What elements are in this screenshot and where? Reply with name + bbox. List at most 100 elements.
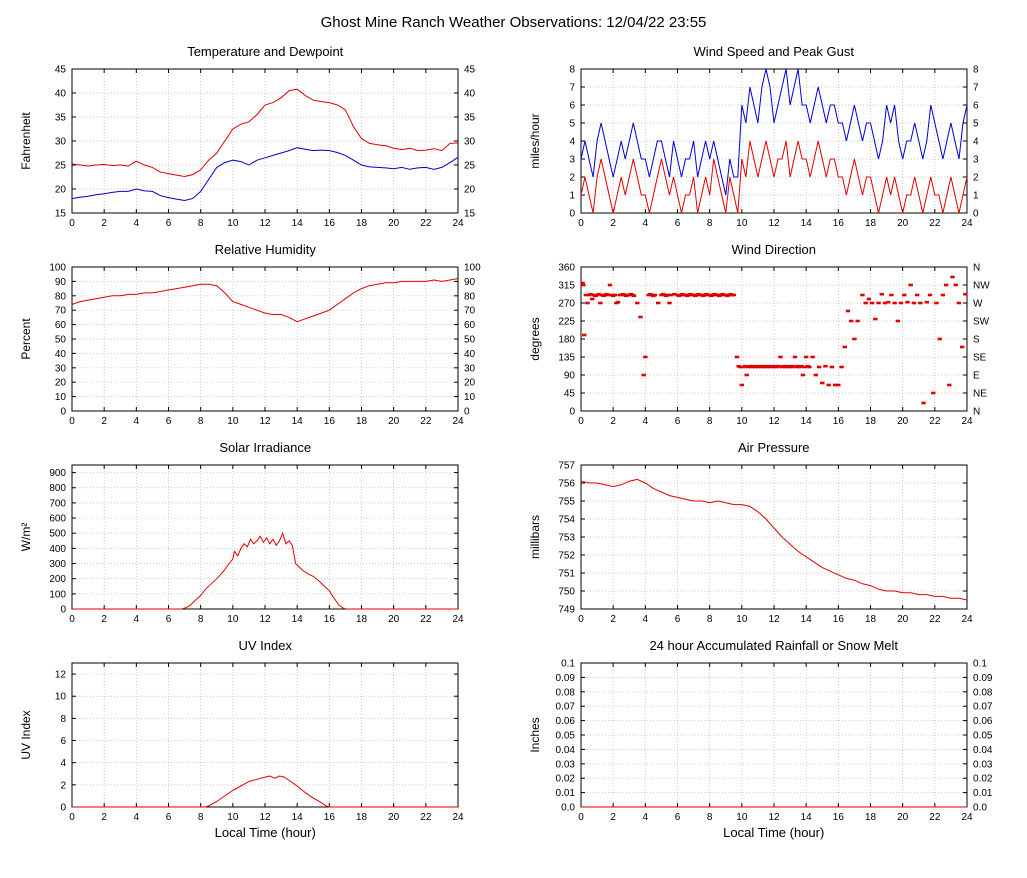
- svg-text:10: 10: [464, 392, 476, 403]
- svg-text:30: 30: [55, 137, 67, 148]
- svg-text:8: 8: [973, 65, 979, 76]
- svg-text:25: 25: [464, 161, 476, 172]
- svg-text:753: 753: [558, 533, 575, 544]
- svg-text:600: 600: [50, 514, 67, 525]
- svg-text:2: 2: [102, 812, 108, 823]
- svg-text:7: 7: [569, 83, 575, 94]
- svg-text:0.1: 0.1: [973, 659, 987, 670]
- svg-text:20: 20: [55, 185, 67, 196]
- svg-text:0: 0: [69, 614, 75, 625]
- svg-text:300: 300: [50, 559, 67, 570]
- chart-grid: Temperature and Dewpoint 0 2 4 6 8 10 12 14 16 18…: [12, 43, 1015, 840]
- svg-text:6: 6: [674, 812, 680, 823]
- svg-text:6: 6: [61, 736, 67, 747]
- svg-text:16: 16: [324, 416, 336, 427]
- svg-text:35: 35: [55, 113, 67, 124]
- chart-title-rainfall: 24 hour Accumulated Rainfall or Snow Mel…: [649, 638, 899, 653]
- svg-text:2: 2: [102, 218, 108, 229]
- svg-text:20: 20: [388, 218, 400, 229]
- svg-text:16: 16: [833, 218, 845, 229]
- svg-text:45: 45: [564, 389, 576, 400]
- svg-text:6: 6: [569, 101, 575, 112]
- svg-text:0: 0: [578, 218, 584, 229]
- svg-text:6: 6: [166, 416, 172, 427]
- chart-cell-solar: Solar Irradiance 0 2 4 6 8 10 12 14 16 18 20 22 24 0 1…: [12, 439, 507, 629]
- svg-text:10: 10: [736, 614, 748, 625]
- svg-text:6: 6: [166, 812, 172, 823]
- svg-text:10: 10: [736, 812, 748, 823]
- svg-text:10: 10: [55, 392, 67, 403]
- svg-text:14: 14: [292, 218, 304, 229]
- svg-text:500: 500: [50, 529, 67, 540]
- svg-text:12: 12: [768, 416, 780, 427]
- svg-text:0.03: 0.03: [973, 759, 993, 770]
- svg-text:4: 4: [134, 218, 140, 229]
- svg-text:8: 8: [198, 416, 204, 427]
- svg-text:14: 14: [800, 416, 812, 427]
- svg-text:2: 2: [61, 780, 67, 791]
- svg-text:1: 1: [569, 191, 575, 202]
- svg-text:2: 2: [610, 812, 616, 823]
- chart-title-pressure: Air Pressure: [737, 440, 810, 455]
- svg-text:200: 200: [50, 574, 67, 585]
- svg-text:70: 70: [464, 306, 476, 317]
- svg-text:3: 3: [569, 155, 575, 166]
- svg-text:2: 2: [610, 218, 616, 229]
- svg-text:0.0: 0.0: [973, 803, 987, 814]
- x-axis-label-right: Local Time (hour): [723, 825, 825, 840]
- svg-text:8: 8: [707, 614, 713, 625]
- svg-text:Percent: Percent: [19, 318, 33, 360]
- chart-title-solar: Solar Irradiance: [219, 440, 312, 455]
- svg-text:900: 900: [50, 468, 67, 479]
- svg-text:0: 0: [569, 209, 575, 220]
- svg-text:6: 6: [166, 614, 172, 625]
- svg-text:751: 751: [558, 569, 575, 580]
- svg-text:0.0: 0.0: [561, 803, 575, 814]
- svg-text:24: 24: [453, 614, 465, 625]
- svg-text:4: 4: [134, 614, 140, 625]
- svg-text:18: 18: [356, 218, 368, 229]
- svg-text:0: 0: [578, 416, 584, 427]
- svg-text:0.03: 0.03: [555, 759, 575, 770]
- svg-text:14: 14: [292, 614, 304, 625]
- svg-text:NE: NE: [973, 389, 987, 400]
- svg-text:4: 4: [973, 137, 979, 148]
- svg-text:0: 0: [69, 416, 75, 427]
- svg-text:45: 45: [464, 65, 476, 76]
- svg-text:40: 40: [55, 89, 67, 100]
- svg-text:30: 30: [55, 363, 67, 374]
- svg-text:10: 10: [736, 218, 748, 229]
- svg-text:0.07: 0.07: [973, 702, 993, 713]
- svg-text:20: 20: [897, 218, 909, 229]
- svg-text:2: 2: [610, 416, 616, 427]
- svg-text:15: 15: [464, 209, 476, 220]
- svg-text:22: 22: [421, 416, 433, 427]
- chart-cell-rainfall: 24 hour Accumulated Rainfall or Snow Mel…: [521, 637, 1016, 840]
- svg-text:degrees: degrees: [528, 317, 542, 360]
- chart-cell-humidity: Relative Humidity 0 2 4 6 8 10 12 14 16 18 20 22 24 0…: [12, 241, 507, 431]
- svg-text:3: 3: [973, 155, 979, 166]
- svg-text:6: 6: [674, 614, 680, 625]
- svg-text:2: 2: [610, 614, 616, 625]
- svg-text:80: 80: [464, 291, 476, 302]
- svg-text:8: 8: [198, 812, 204, 823]
- svg-text:18: 18: [865, 416, 877, 427]
- svg-text:0: 0: [61, 605, 67, 616]
- svg-text:25: 25: [55, 161, 67, 172]
- svg-text:360: 360: [558, 263, 575, 274]
- svg-text:0: 0: [464, 407, 470, 418]
- svg-text:2: 2: [102, 416, 108, 427]
- svg-text:7: 7: [973, 83, 979, 94]
- svg-text:30: 30: [464, 137, 476, 148]
- svg-text:90: 90: [55, 277, 67, 288]
- svg-text:24: 24: [453, 218, 465, 229]
- svg-text:8: 8: [707, 812, 713, 823]
- svg-text:20: 20: [464, 378, 476, 389]
- svg-text:4: 4: [642, 218, 648, 229]
- svg-text:4: 4: [642, 614, 648, 625]
- svg-text:10: 10: [55, 692, 67, 703]
- svg-text:70: 70: [55, 306, 67, 317]
- chart-title-uv: UV Index: [238, 638, 292, 653]
- svg-text:0.02: 0.02: [555, 774, 575, 785]
